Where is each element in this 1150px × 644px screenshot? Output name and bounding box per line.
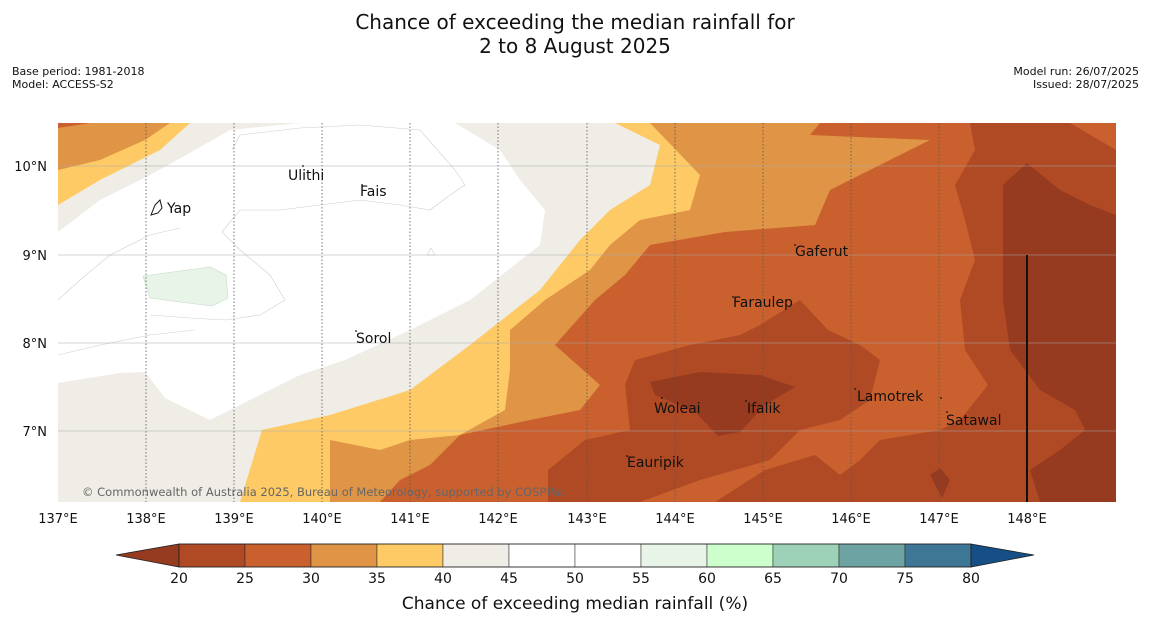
colorbar-tick-label: 50 xyxy=(566,571,584,587)
colorbar-cell xyxy=(178,543,246,568)
yap-island-shape xyxy=(150,199,163,216)
parallels xyxy=(58,165,1116,432)
lat-tick-label: 10°N xyxy=(14,160,47,175)
lat-tick-label: 7°N xyxy=(23,425,48,440)
lon-tick-label: 140°E xyxy=(302,512,342,527)
colorbar-cell xyxy=(574,543,642,568)
lon-tick-label: 143°E xyxy=(567,512,607,527)
base-period: Base period: 1981-2018 xyxy=(12,65,145,78)
lon-tick-label: 144°E xyxy=(655,512,695,527)
place-woleai: Woleai xyxy=(654,401,701,417)
title-line-1: Chance of exceeding the median rainfall … xyxy=(355,10,795,34)
colorbar: 20 25 30 35 40 45 50 55 60 65 70 75 80 xyxy=(115,543,1035,587)
colorbar-cell xyxy=(376,543,444,568)
colorbar-frame xyxy=(178,543,972,568)
lat-tick-label: 9°N xyxy=(23,249,48,264)
colorbar-cell xyxy=(772,543,840,568)
lon-tick-label: 139°E xyxy=(214,512,254,527)
title-line-2: 2 to 8 August 2025 xyxy=(479,34,671,58)
issued-date: Issued: 28/07/2025 xyxy=(1032,78,1139,91)
colorbar-tick-label: 45 xyxy=(500,571,518,587)
place-sorol: Sorol xyxy=(356,331,391,347)
lon-tick-label: 147°E xyxy=(919,512,959,527)
place-gaferut: Gaferut xyxy=(795,244,849,260)
contour-20-east xyxy=(1003,163,1116,502)
colorbar-cell xyxy=(310,543,378,568)
colorbar-tick-label: 40 xyxy=(434,571,452,587)
lat-axis: 10°N 9°N 8°N 7°N xyxy=(14,160,47,440)
colorbar-cell xyxy=(244,543,312,568)
lon-tick-label: 141°E xyxy=(390,512,430,527)
contour-corner-orange xyxy=(58,123,170,170)
copyright-notice: © Commonwealth of Australia 2025, Bureau… xyxy=(82,485,566,499)
map-area: Ulithi Fais Yap Gaferut Faraulep Sorol L… xyxy=(58,123,1116,502)
meta-left: Base period: 1981-2018 Model: ACCESS-S2 xyxy=(12,65,144,91)
colorbar-tick-label: 35 xyxy=(368,571,386,587)
map-title: Chance of exceeding the median rainfall … xyxy=(0,10,1150,58)
contour-30 xyxy=(380,123,1116,502)
lon-tick-label: 148°E xyxy=(1007,512,1047,527)
lon-tick-label: 142°E xyxy=(478,512,518,527)
colorbar-cell xyxy=(904,543,972,568)
colorbar-tick-label: 75 xyxy=(896,571,914,587)
colorbar-tick-label: 55 xyxy=(632,571,650,587)
colorbar-label: Chance of exceeding median rainfall (%) xyxy=(401,594,749,614)
meridians xyxy=(145,123,940,502)
contour-corner-dark xyxy=(58,123,90,128)
colorbar-over-arrow xyxy=(970,543,1035,568)
colorbar-cells xyxy=(178,543,972,568)
colorbar-cell xyxy=(640,543,708,568)
place-faraulep: Faraulep xyxy=(733,295,793,311)
colorbar-tick-label: 25 xyxy=(236,571,254,587)
colorbar-cell xyxy=(508,543,576,568)
colorbar-tick-label: 80 xyxy=(962,571,980,587)
colorbar-cell xyxy=(706,543,774,568)
place-ulithi: Ulithi xyxy=(288,168,324,184)
colorbar-tick-label: 60 xyxy=(698,571,716,587)
place-yap: Yap xyxy=(166,201,191,217)
place-lamotrek: Lamotrek xyxy=(857,389,924,405)
island-markers xyxy=(302,165,948,457)
lon-axis: 137°E 138°E 139°E 140°E 141°E 142°E 143°… xyxy=(38,512,1047,527)
lon-tick-label: 146°E xyxy=(831,512,871,527)
place-ifalik: Ifalik xyxy=(747,401,781,417)
lon-tick-label: 137°E xyxy=(38,512,78,527)
colorbar-tick-label: 65 xyxy=(764,571,782,587)
contour-55 xyxy=(142,266,229,307)
colorbar-tick-label: 20 xyxy=(170,571,188,587)
colorbar-cell xyxy=(442,543,510,568)
colorbar-under-arrow xyxy=(115,543,180,568)
meta-right: Model run: 26/07/2025 Issued: 28/07/2025 xyxy=(1013,65,1139,91)
place-fais: Fais xyxy=(360,184,387,200)
contour-20-south xyxy=(930,468,950,498)
lon-tick-label: 145°E xyxy=(743,512,783,527)
model-run: Model run: 26/07/2025 xyxy=(1013,65,1139,78)
model-name: Model: ACCESS-S2 xyxy=(12,78,114,91)
place-eauripik: Eauripik xyxy=(627,455,685,471)
colorbar-tick-label: 30 xyxy=(302,571,320,587)
contour-20-center xyxy=(650,372,795,436)
lat-tick-label: 8°N xyxy=(23,337,48,352)
colorbar-cell xyxy=(838,543,906,568)
lon-tick-label: 138°E xyxy=(126,512,166,527)
colorbar-ticks: 20 25 30 35 40 45 50 55 60 65 70 75 80 xyxy=(170,571,980,587)
place-satawal: Satawal xyxy=(946,413,1001,429)
colorbar-tick-label: 70 xyxy=(830,571,848,587)
